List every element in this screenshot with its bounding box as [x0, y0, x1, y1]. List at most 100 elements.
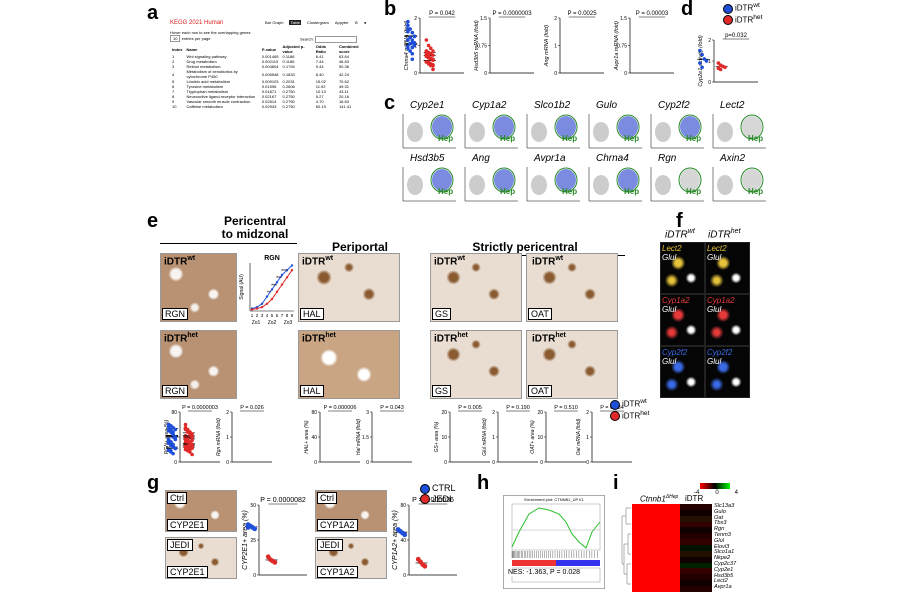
y-axis-label: CYP1A2+ area (%): [392, 510, 399, 570]
hal-wt-image: [298, 253, 400, 322]
y-tick-label: 0: [554, 71, 557, 77]
tab-table[interactable]: Table: [289, 20, 302, 25]
hal-wt-genotype: iDTRwt: [302, 255, 334, 268]
heatmap-cell: [680, 509, 712, 516]
kegg-cell: 9.44: [315, 64, 324, 69]
p-value-label: p=0.032: [725, 33, 748, 39]
kegg-table-row[interactable]: 6 Tyrosine metabolism 0.01596 0.2606 11.92 49…: [170, 84, 370, 89]
kegg-col-header[interactable]: Combined score: [338, 44, 359, 54]
heatmap-gene-label: Cyp2e1: [714, 566, 734, 573]
legend-jedi-label: JEDI: [432, 493, 452, 504]
rgn-het-marker: RGN: [162, 385, 188, 397]
rgn-point: [250, 308, 254, 311]
p-value-label: P = 0.0000003: [492, 11, 532, 17]
umap-hep-label: Hep: [500, 134, 516, 143]
y-axis-label: CYP2E1+ area (%): [242, 510, 249, 570]
data-point: [183, 445, 188, 449]
kegg-col-header[interactable]: Odds Ratio: [315, 44, 327, 54]
tab-bar-graph[interactable]: Bar Graph: [265, 20, 284, 25]
umap-gene-label: Hsd3b5: [410, 153, 445, 164]
kegg-table-row[interactable]: 8 Neuroactive ligand-receptor interaction…: [170, 94, 370, 99]
y-axis-label: Oat mRNA (fold): [576, 418, 582, 455]
y-tick-label: 1.5: [480, 16, 487, 22]
rgn-chart-title: RGN: [264, 255, 280, 262]
legend-idtr: iDTRwt iDTRhet: [723, 2, 762, 26]
data-point: [410, 38, 415, 42]
entries-select[interactable]: 10: [170, 35, 181, 42]
data-point: [190, 445, 194, 449]
kegg-table-row[interactable]: 1 Wnt signaling pathway 0.001465 0.1186 6.41…: [170, 54, 370, 59]
heatmap-cell: [680, 527, 712, 534]
data-point: [171, 451, 175, 456]
kegg-cell: 5: [172, 79, 175, 84]
y-axis-label: HAL+ area (%): [304, 420, 310, 454]
legend-jedi-dot: [420, 494, 430, 505]
y-tick-label: 80: [311, 410, 317, 416]
fluor-glul-label: Glul: [662, 305, 677, 314]
g-jedi-label-1: JEDI: [167, 539, 193, 551]
kegg-table-row[interactable]: 2 Drug metabolism 0.002119 0.1186 7.44 46.83: [170, 59, 370, 64]
kegg-col-header[interactable]: P-value: [261, 46, 277, 52]
umap-gene-label: Avpr1a: [534, 153, 566, 164]
info-icon[interactable]: ●: [363, 20, 367, 25]
download-icon[interactable]: ⊘: [354, 20, 358, 25]
data-point: [166, 425, 171, 429]
y-tick-label: 0: [492, 460, 495, 466]
heatmap-cell: [680, 515, 712, 522]
rgn-point: [285, 276, 289, 279]
data-point: [188, 447, 192, 452]
data-point: [431, 63, 435, 68]
kegg-table-row[interactable]: 4 Metabolism of xenobiotics by cytochrome…: [170, 69, 370, 79]
p-value-label: P = 0.026: [240, 405, 264, 411]
heatmap-scale-ticks: -4 0 4: [694, 490, 738, 496]
fluor-gene-label: Cyp2f2: [662, 348, 688, 357]
gs-wt-marker: GS: [432, 308, 452, 320]
kegg-cell: Neuroactive ligand-receptor interaction: [186, 94, 256, 99]
heatmap-gene-label: Nkpe2: [714, 555, 731, 562]
data-point: [698, 61, 702, 65]
y-tick-label: 1: [586, 435, 589, 441]
entries-control: 10 entries per page: [170, 35, 211, 42]
kegg-table-row[interactable]: 10 Caffeine metabolism 0.02943 0.2750 60.19 1…: [170, 104, 370, 109]
search-input[interactable]: [314, 36, 357, 43]
gsea-title: Enrichment plot: CTNNB1_UP.V1: [524, 497, 584, 502]
kegg-table-row[interactable]: 3 Retinol metabolism 0.004804 0.1794 9.44 50.…: [170, 64, 370, 69]
kegg-col-header[interactable]: Name: [186, 46, 198, 52]
gs-het-marker: GS: [432, 385, 452, 397]
heatmap-gene-label: Glul: [714, 537, 724, 544]
data-point: [173, 427, 178, 432]
tab-appyter[interactable]: Appyter: [334, 20, 349, 25]
hal-het-marker: HAL: [300, 385, 324, 397]
hal-wt-marker: HAL: [300, 308, 324, 320]
data-point: [406, 23, 410, 28]
significance-star: ***: [276, 276, 282, 282]
fluor-image: [660, 346, 705, 398]
data-point: [406, 19, 410, 24]
y-tick-label: 0: [540, 460, 543, 466]
legend-e-het-dot: [610, 411, 620, 422]
kegg-col-header[interactable]: Index: [172, 46, 183, 52]
panel-label-d: d: [681, 0, 694, 20]
group3-title: Strictly pericentral: [472, 240, 578, 254]
p-value-label: P = 0.043: [380, 405, 404, 411]
p-value-label: P = 0.005: [458, 405, 482, 411]
umap-plot: [526, 114, 580, 149]
y-tick-label: 2: [414, 16, 417, 22]
gsea-plot: [511, 503, 601, 583]
kegg-cell: 0.02943: [261, 104, 277, 109]
kegg-col-header[interactable]: Adjusted p-value: [282, 44, 305, 54]
y-tick-label: 0: [586, 460, 589, 466]
p-value-label: P = 0.00003: [636, 11, 669, 17]
data-point: [431, 58, 435, 62]
umap-gene-label: Cyp2e1: [410, 100, 445, 111]
heatmap-gene-label: Rgn: [714, 526, 725, 533]
p-value-label: P = 0.042: [429, 11, 455, 17]
umap-gene-label: Gulo: [596, 100, 618, 111]
kegg-table-row[interactable]: 9 Vascular smooth muscle contraction 0.028…: [170, 99, 370, 104]
gs-wt-image: [430, 253, 522, 322]
kegg-cell: Vascular smooth muscle contraction: [186, 99, 251, 104]
tab-clustergram[interactable]: Clustergram: [307, 20, 329, 25]
heatmap-gene-list: Slc13a3 Gulo Oat Tbx3 Rgn Tenm3 Glul Elovl3 Slco…: [714, 503, 736, 591]
kegg-table-row[interactable]: 7 Tryptophan metabolism 0.01871 0.2750 10.13…: [170, 89, 370, 94]
kegg-table-row[interactable]: 5 Linoleic acid metabolism 0.009103 0.2031 1…: [170, 79, 370, 84]
